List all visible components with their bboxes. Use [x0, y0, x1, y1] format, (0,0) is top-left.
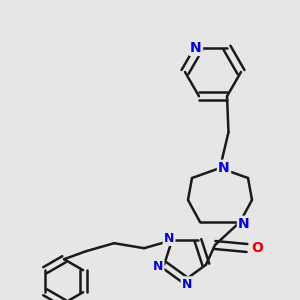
Text: N: N: [164, 232, 174, 245]
Text: O: O: [251, 241, 263, 255]
Text: N: N: [182, 278, 192, 290]
Text: N: N: [153, 260, 163, 273]
Text: N: N: [238, 217, 250, 231]
Text: N: N: [218, 161, 230, 175]
Text: N: N: [190, 41, 202, 55]
